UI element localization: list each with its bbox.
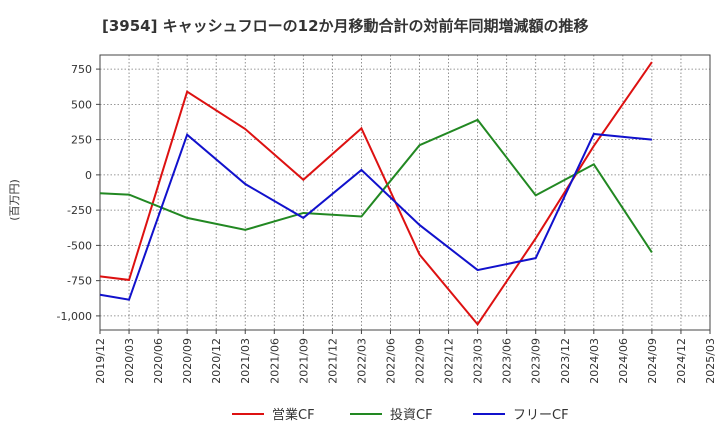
x-tick-label-20: 2024/12 <box>675 338 688 384</box>
x-tick-label-19: 2024/09 <box>646 338 659 384</box>
x-tick-label-4: 2020/12 <box>210 338 223 384</box>
x-tick-label-9: 2022/03 <box>355 338 368 384</box>
x-tick-label-15: 2023/09 <box>530 338 543 384</box>
x-tick-label-0: 2019/12 <box>94 338 107 384</box>
y-tick-label-5: -500 <box>67 239 92 252</box>
x-tick-label-1: 2020/03 <box>123 338 136 384</box>
legend: 営業CF 投資CF フリーCF <box>232 407 569 423</box>
series-line-2 <box>99 132 653 301</box>
x-tick-label-10: 2022/06 <box>384 338 397 384</box>
x-tick-label-18: 2024/06 <box>617 338 630 384</box>
x-tick-label-8: 2021/12 <box>326 338 339 384</box>
x-tick-label-14: 2023/06 <box>501 338 514 384</box>
x-tick-label-17: 2024/03 <box>588 338 601 384</box>
y-tick-label-6: -750 <box>67 275 92 288</box>
x-tick-label-2: 2020/06 <box>152 338 165 384</box>
x-tick-label-6: 2021/06 <box>268 338 281 384</box>
y-tick-label-0: 750 <box>71 63 92 76</box>
chart-title: [3954] キャッシュフローの12か月移動合計の対前年同期増減額の推移 <box>102 17 589 35</box>
series-line-1 <box>99 118 653 253</box>
x-tick-label-13: 2023/03 <box>472 338 485 384</box>
x-tick-label-5: 2021/03 <box>239 338 252 384</box>
legend-label-1: 投資CF <box>390 407 433 423</box>
grid <box>99 55 711 330</box>
y-tick-label-4: -250 <box>67 204 92 217</box>
y-tick-label-7: -1,000 <box>57 310 92 323</box>
series-lines <box>99 61 653 327</box>
y-tick-label-1: 500 <box>71 98 92 111</box>
legend-label-2: フリーCF <box>513 408 569 423</box>
plot-area-frame <box>99 54 711 331</box>
x-tick-label-11: 2022/09 <box>414 338 427 384</box>
y-axis-ticks: 750 500 250 0 -250 -500 -750 -1,000 <box>57 63 100 323</box>
x-tick-label-12: 2022/12 <box>443 338 456 384</box>
legend-label-0: 営業CF <box>272 407 315 423</box>
series-line-0 <box>99 61 653 327</box>
x-tick-label-16: 2023/12 <box>559 338 572 384</box>
x-tick-label-21: 2025/03 <box>704 338 717 384</box>
y-tick-label-2: 250 <box>71 134 92 147</box>
x-axis-ticks: 2019/12 2020/03 2020/06 2020/09 2020/12 2021/… <box>94 330 717 384</box>
y-tick-label-3: 0 <box>85 169 92 182</box>
x-tick-label-3: 2020/09 <box>181 338 194 384</box>
y-axis-label: (百万円) <box>8 179 21 221</box>
x-tick-label-7: 2021/09 <box>297 338 310 384</box>
